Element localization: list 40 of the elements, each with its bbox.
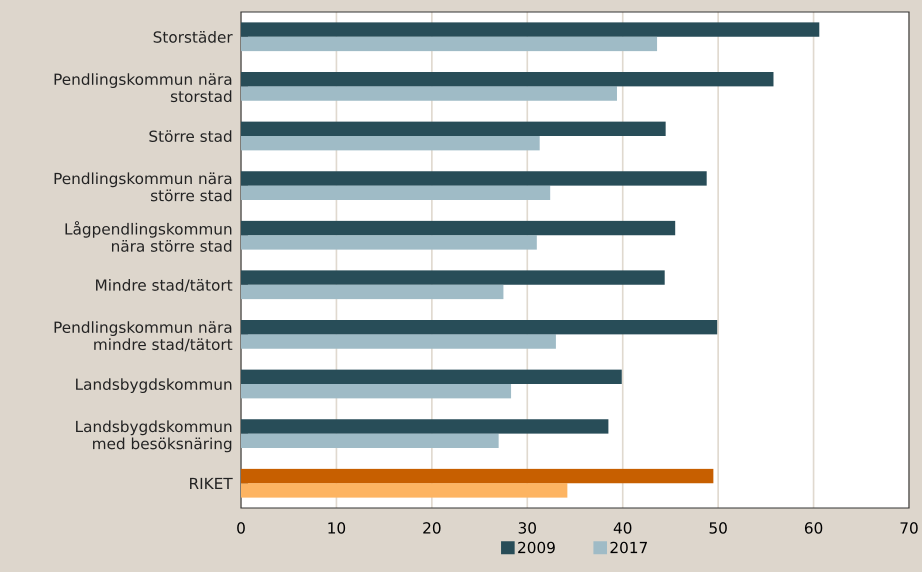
bar [241,320,718,334]
y-tick-label: Landsbygdskommun med besöksnäring [76,420,232,452]
x-tick-label: 70 [900,522,918,534]
bar [241,370,622,384]
bar [241,22,820,37]
y-tick-label: Pendlingskommun nära mindre stad/tätort [54,321,232,352]
y-tick-label: Mindre stad/tätort [96,278,232,292]
bar [241,186,550,200]
x-tick-label: 40 [614,522,632,534]
bar [241,86,617,101]
bar [241,220,676,236]
bar [241,270,665,285]
x-tick-label: 10 [328,522,346,534]
y-tick-label: Landsbygdskommun [76,378,232,393]
bar [241,434,499,448]
bar [241,136,540,150]
x-tick-label: 60 [804,522,822,534]
bar [241,284,504,300]
y-tick-label: Pendlingskommun nära storstad [54,73,232,102]
x-tick-label: 0 [237,522,245,534]
bar [241,235,537,250]
x-tick-label: 50 [710,522,727,534]
bar [241,483,568,498]
bar [241,384,512,398]
y-tick-label: RIKET [190,478,233,490]
legend-label: 2009 [518,542,555,554]
bar [241,36,658,52]
legend-label: 2017 [610,542,647,554]
y-tick-label: Storstäder [154,30,233,43]
bar [241,122,666,136]
x-tick-label: 20 [423,522,441,534]
y-tick-label: Större stad [149,130,232,142]
bar [241,171,707,186]
y-tick-label: Pendlingskommun nära större stad [54,172,232,202]
bar [241,419,608,434]
bar [241,334,556,349]
x-tick-label: 30 [518,522,536,534]
bar [241,468,714,484]
y-tick-label: Lågpendlingskommun nära större stad [66,221,232,252]
bar [241,72,774,86]
